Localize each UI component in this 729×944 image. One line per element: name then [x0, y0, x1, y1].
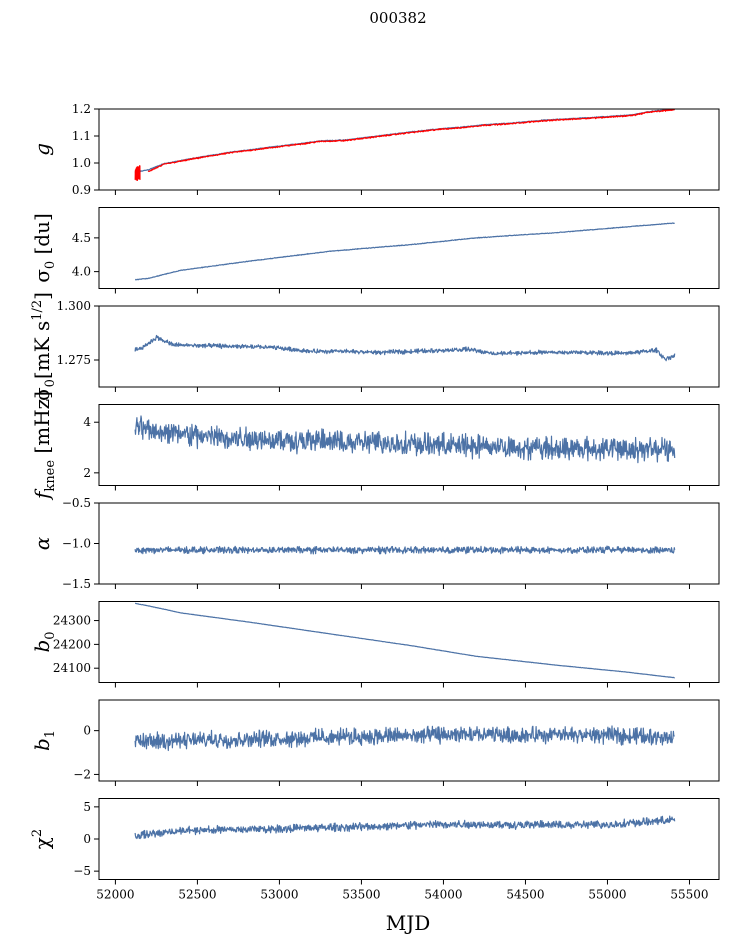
y-tick-label-b1: 0 — [83, 724, 91, 738]
axes-frame-b1 — [98, 699, 720, 782]
panel-b0: 24100 24200 24300 b0 — [30, 601, 720, 688]
series-g-blue-0 — [134, 108, 675, 173]
y-tick-label-g: 1.0 — [72, 156, 91, 170]
y-tick-label-b0: 24100 — [53, 661, 91, 675]
y-tick-label-chi2: −5 — [73, 864, 91, 878]
y-tick-label-g: 1.1 — [72, 129, 91, 143]
y-tick-label-sigma0_du: 4.5 — [72, 231, 91, 245]
x-tick-label: 54500 — [506, 888, 544, 902]
panel-fknee: 2 4 fknee [mHz] — [30, 391, 720, 501]
series-b1-blue-0 — [134, 725, 675, 752]
series-b0-blue-0 — [134, 602, 675, 679]
axes-frame-alpha — [98, 502, 720, 585]
y-tick-label-fknee: 4 — [83, 415, 91, 429]
y-axis-label-alpha: α — [30, 536, 54, 550]
panels: 0.9 1.0 1.1 1.2 g 4.0 4.5 σ0 [du] 1.275 1.300σ0[m… — [30, 102, 720, 902]
y-tick-label-fknee: 2 — [83, 466, 91, 480]
series-chi2-blue-0 — [134, 815, 676, 840]
panel-g: 0.9 1.0 1.1 1.2 g — [30, 102, 720, 197]
y-tick-label-alpha: −0.5 — [62, 496, 91, 510]
y-tick-label-alpha: −1.0 — [62, 537, 91, 551]
y-axis-label-fknee: fknee [mHz] — [30, 391, 58, 501]
axes-frame-fknee — [98, 404, 720, 486]
x-tick-label: 55500 — [670, 888, 708, 902]
series-fknee-blue-0 — [134, 415, 676, 464]
x-tick-label: 52000 — [96, 888, 134, 902]
y-tick-label-sigma0_du: 4.0 — [72, 265, 91, 279]
axes-frame-b0 — [98, 601, 720, 683]
y-axis-label-sigma0_mk: σ0[mK s1/2] — [30, 292, 58, 401]
y-tick-label-g: 0.9 — [72, 183, 91, 197]
y-axis-label-b1: b1 — [30, 730, 58, 751]
y-tick-label-g: 1.2 — [72, 102, 91, 116]
series-g-red-2 — [134, 165, 141, 181]
axes-frame-g — [98, 108, 720, 191]
y-axis-label-g: g — [30, 143, 54, 156]
y-tick-label-alpha: −1.5 — [62, 577, 91, 591]
x-tick-label: 52500 — [178, 888, 216, 902]
series-sigma0_du-blue-0 — [134, 222, 675, 281]
y-tick-label-chi2: 0 — [83, 832, 91, 846]
axes-frame-sigma0_du — [98, 207, 720, 289]
x-tick-label: 55000 — [588, 888, 626, 902]
axes-frame-sigma0_mk — [98, 305, 720, 388]
axes-frame-chi2 — [98, 798, 720, 880]
y-tick-label-chi2: 5 — [83, 800, 91, 814]
y-tick-label-b0: 24300 — [53, 614, 91, 628]
x-tick-label: 53500 — [342, 888, 380, 902]
y-axis-label-sigma0_du: σ0 [du] — [30, 213, 58, 283]
y-axis-label-b0: b0 — [30, 631, 58, 652]
panel-sigma0_du: 4.0 4.5 σ0 [du] — [30, 207, 720, 294]
x-axis-label: MJD — [386, 911, 431, 935]
y-tick-label-sigma0_mk: 1.275 — [57, 353, 91, 367]
series-alpha-blue-0 — [134, 545, 676, 555]
panel-b1: −2 0 b1 — [30, 699, 720, 786]
y-tick-label-sigma0_mk: 1.300 — [57, 299, 91, 313]
y-tick-label-b1: −2 — [73, 767, 91, 781]
y-axis-label-chi2: χ2 — [30, 829, 54, 849]
x-tick-label: 54000 — [424, 888, 462, 902]
series-g-red-1 — [147, 108, 675, 173]
panel-chi2: −5 0 5 52000 52500 53000 53500 54000 54500 55000 5… — [30, 798, 720, 902]
figure-title: 000382 — [369, 9, 426, 27]
panel-alpha: −1.5 −1.0 −0.5 α — [30, 496, 720, 591]
x-tick-label: 53000 — [260, 888, 298, 902]
y-tick-label-b0: 24200 — [53, 637, 91, 651]
series-sigma0_mk-blue-0 — [134, 334, 676, 362]
